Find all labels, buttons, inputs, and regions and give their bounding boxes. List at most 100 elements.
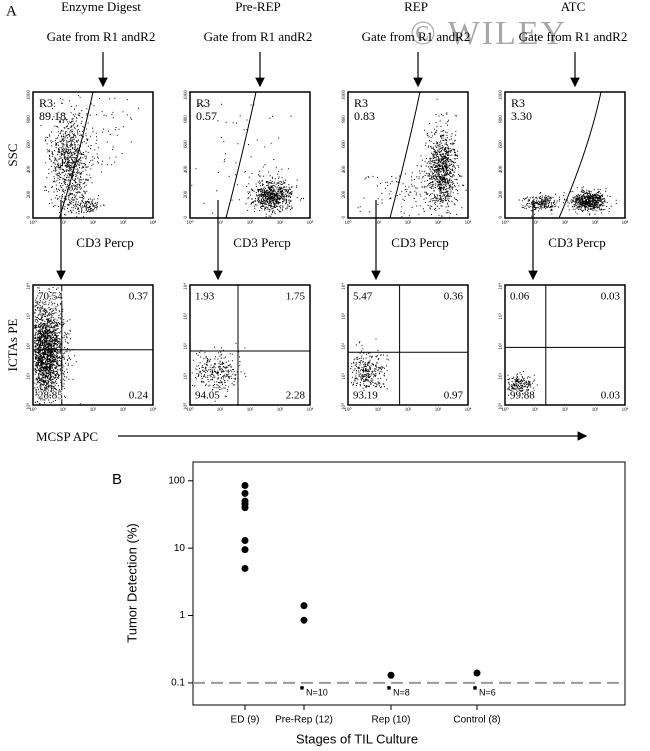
y-tick-label: 400 <box>27 165 32 173</box>
data-point <box>241 564 249 572</box>
y-tick-label: 600 <box>499 140 504 148</box>
y-tick-label: 10² <box>183 343 189 350</box>
y-tick-label: 10¹ <box>341 373 347 380</box>
plot-frame <box>504 91 626 219</box>
x-tick-label: 10⁴ <box>150 220 157 226</box>
undetected-star <box>473 685 477 690</box>
x-axis-label: MCSP APC <box>36 429 98 444</box>
region-name: R3 <box>354 96 368 110</box>
gate-label: Gate from R1 andR2 <box>47 29 156 44</box>
y-tick-label: 800 <box>499 115 504 123</box>
x-tick-label: 10³ <box>592 407 599 413</box>
y-tick-label: 10⁰ <box>498 403 504 410</box>
region-name: R3 <box>196 96 210 110</box>
quadrant-value: 1.75 <box>286 291 306 303</box>
x-tick-label: 10¹ <box>60 407 67 413</box>
y-tick-label: 10⁴ <box>183 283 189 290</box>
y-tick-label: 200 <box>342 190 347 198</box>
y-tick-label: 0 <box>499 216 504 219</box>
x-tick-label: 10³ <box>592 220 599 226</box>
y-tick-label: 10³ <box>183 313 189 320</box>
x-axis-label: CD3 Percp <box>391 235 448 250</box>
data-point <box>387 671 395 679</box>
x-tick-label: 10¹ <box>217 407 224 413</box>
undetected-star <box>387 685 391 690</box>
x-tick-label: 10² <box>562 407 569 413</box>
x-tick-label: 10⁴ <box>307 220 314 226</box>
x-tick-label: 10⁴ <box>465 220 472 226</box>
gate-label: Gate from R1 andR2 <box>204 29 313 44</box>
x-tick-label: 10³ <box>435 220 442 226</box>
quadrant-value: 0.24 <box>129 390 149 402</box>
x-tick-label: 10⁰ <box>344 407 351 413</box>
y-tick-label: 400 <box>184 165 189 173</box>
y-tick-label: 200 <box>499 190 504 198</box>
x-axis-label: CD3 Percp <box>76 235 133 250</box>
data-point <box>241 489 249 497</box>
y-tick-label: 10⁴ <box>26 283 32 290</box>
data-point <box>473 669 481 677</box>
quadrant-value: 94.05 <box>195 390 220 402</box>
gate-label: Gate from R1 andR2 <box>362 29 471 44</box>
column-title: REP <box>404 0 428 14</box>
y-tick-label: 10¹ <box>183 373 189 380</box>
y-tick-label: 800 <box>27 115 32 123</box>
x-tick-label: 10⁴ <box>307 407 314 413</box>
y-tick-label: 10⁰ <box>341 403 347 410</box>
y-tick-label: 10⁰ <box>26 403 32 410</box>
plot-frame <box>189 91 311 219</box>
y-tick-label: 800 <box>342 115 347 123</box>
annotation: N=6 <box>479 687 496 697</box>
x-tick-label: ED (9) <box>231 715 260 726</box>
y-tick-label: 10³ <box>26 313 32 320</box>
x-tick-label: 10⁰ <box>501 407 508 413</box>
panel-label: A <box>6 3 17 19</box>
y-tick-label: 1 <box>179 610 185 621</box>
quadrant-value: 70.54 <box>38 291 63 303</box>
x-tick-label: 10³ <box>277 220 284 226</box>
quadrant-value: 0.06 <box>510 291 530 303</box>
data-point <box>241 546 249 554</box>
column-title: Pre-REP <box>235 0 281 14</box>
y-tick-label: 1000 <box>499 90 504 101</box>
x-axis-label: CD3 Percp <box>233 235 290 250</box>
data-point <box>241 504 249 512</box>
quadrant-value: 2.28 <box>286 390 306 402</box>
plot-frame <box>347 91 469 219</box>
y-tick-label: 400 <box>499 165 504 173</box>
y-tick-label: 400 <box>342 165 347 173</box>
x-tick-label: 10⁴ <box>622 407 629 413</box>
x-tick-label: 10¹ <box>532 220 539 226</box>
y-tick-label: 10² <box>26 343 32 350</box>
plot-frame <box>32 284 154 406</box>
x-tick-label: 10⁴ <box>465 407 472 413</box>
region-value: 3.30 <box>511 109 532 123</box>
x-tick-label: 10¹ <box>375 220 382 226</box>
event-dots <box>507 371 538 400</box>
y-tick-label: 200 <box>27 190 32 198</box>
gate-line <box>389 91 421 219</box>
x-tick-label: 10⁴ <box>150 407 157 413</box>
x-tick-label: Rep (10) <box>372 715 411 726</box>
column-title: Enzyme Digest <box>61 0 141 14</box>
y-tick-label: 800 <box>184 115 189 123</box>
y-tick-label: 1000 <box>342 90 347 101</box>
x-tick-label: 10³ <box>120 407 127 413</box>
x-tick-label: 10² <box>405 220 412 226</box>
region-name: R3 <box>511 96 525 110</box>
x-tick-label: 10⁰ <box>501 220 508 226</box>
quadrant-value: 5.47 <box>353 291 373 303</box>
x-tick-label: 10² <box>90 220 97 226</box>
y-axis-label: SSC <box>5 143 20 166</box>
y-tick-label: 1000 <box>184 90 189 101</box>
y-tick-label: 100 <box>168 475 185 486</box>
gate-line <box>58 91 94 219</box>
x-tick-label: 10³ <box>120 220 127 226</box>
panel-label: B <box>112 471 122 488</box>
x-tick-label: 10³ <box>435 407 442 413</box>
undetected-star <box>300 685 304 690</box>
x-axis-label: CD3 Percp <box>548 235 605 250</box>
x-tick-label: 10³ <box>277 407 284 413</box>
